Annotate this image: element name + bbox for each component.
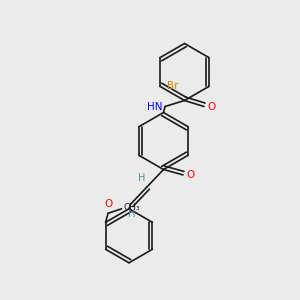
Text: Br: Br <box>167 81 179 91</box>
Text: H: H <box>138 173 146 183</box>
Text: O: O <box>208 101 216 112</box>
Text: CH₃: CH₃ <box>124 203 140 212</box>
Text: H: H <box>128 209 136 219</box>
Text: O: O <box>104 199 113 209</box>
Text: HN: HN <box>146 101 162 112</box>
Text: O: O <box>187 170 195 180</box>
